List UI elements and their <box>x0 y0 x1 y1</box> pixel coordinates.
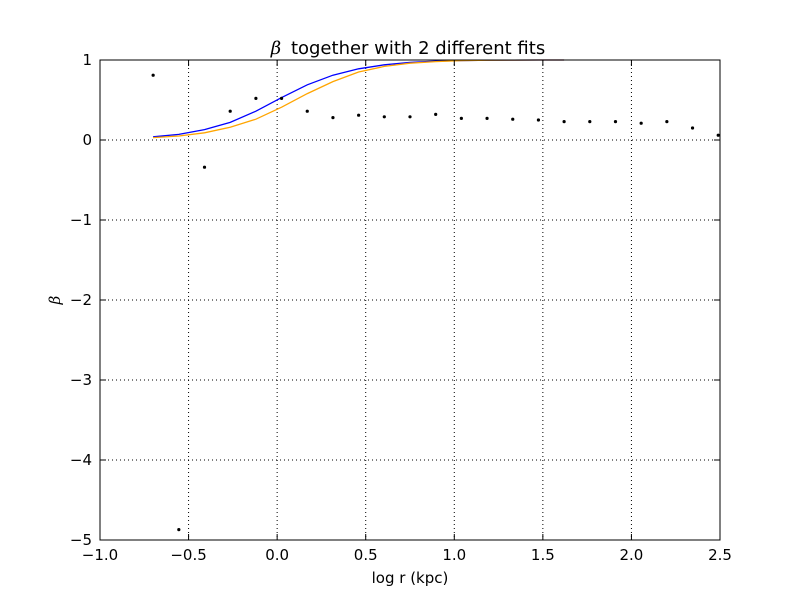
data-point <box>177 528 181 532</box>
data-point <box>639 121 643 125</box>
y-tick-label: 1 <box>82 51 92 69</box>
y-tick-label: 0 <box>82 131 92 149</box>
x-tick-label: 1.5 <box>531 546 555 564</box>
data-point <box>279 96 284 100</box>
chart-title-text: together with 2 different fits <box>291 38 545 59</box>
data-point <box>408 115 412 119</box>
chart-title: β together with 2 different fits <box>270 38 545 59</box>
data-point <box>202 165 207 169</box>
data-point <box>254 96 258 100</box>
x-tick-label: 2.0 <box>619 546 643 564</box>
chart-title-symbol: β <box>270 38 281 59</box>
data-point <box>331 116 335 120</box>
points-layer <box>151 73 720 532</box>
data-point <box>151 73 155 77</box>
x-tick-label: 2.5 <box>708 546 732 564</box>
data-point <box>613 120 618 124</box>
ticks <box>99 59 721 541</box>
series-layer <box>153 59 565 139</box>
x-tick-label: 0.0 <box>265 546 289 564</box>
data-point <box>485 116 489 120</box>
data-point <box>305 109 309 113</box>
y-tick-labels: −5 −4 −3 −2 −1 0 1 <box>70 51 92 549</box>
x-axis-label: log r (kpc) <box>372 569 449 587</box>
fit-line-2 <box>153 59 565 139</box>
x-tick-label: −0.5 <box>170 546 206 564</box>
data-point <box>434 112 438 116</box>
x-tick-label: 1.0 <box>442 546 466 564</box>
data-point <box>536 118 541 122</box>
x-tick-labels: −1.0 −0.5 0.0 0.5 1.0 1.5 2.0 2.5 <box>82 546 732 564</box>
data-point <box>382 115 386 119</box>
data-point <box>588 120 592 124</box>
data-point <box>716 133 720 137</box>
x-tick-label: 0.5 <box>354 546 378 564</box>
y-tick-label: −2 <box>70 291 92 309</box>
data-point <box>511 117 515 121</box>
data-point <box>357 113 361 117</box>
data-point <box>562 120 566 124</box>
data-point <box>665 120 669 124</box>
y-axis-label: β <box>46 295 64 305</box>
y-tick-label: −1 <box>70 211 92 229</box>
data-point <box>228 109 232 113</box>
y-tick-label: −5 <box>70 531 92 549</box>
data-point <box>459 116 463 120</box>
y-tick-label: −3 <box>70 371 92 389</box>
data-point <box>690 126 695 130</box>
x-tick-label: −1.0 <box>82 546 118 564</box>
y-tick-label: −4 <box>70 451 92 469</box>
